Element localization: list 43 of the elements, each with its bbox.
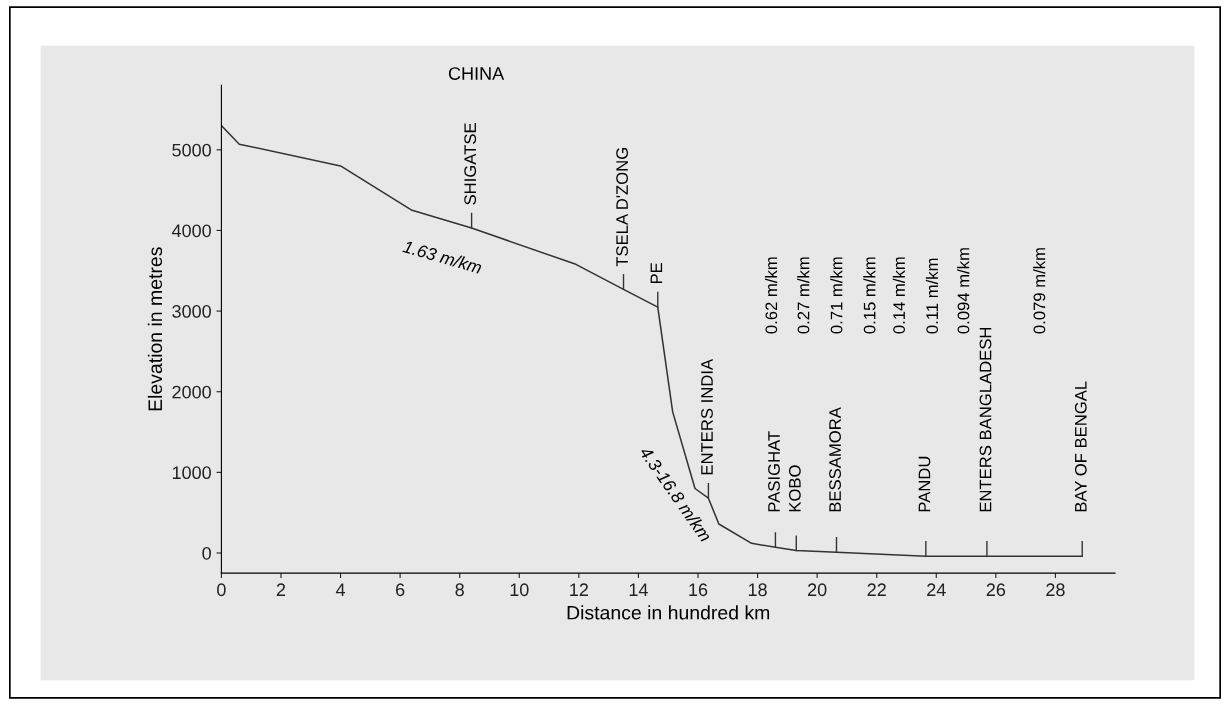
y-tick-label: 0 [202, 546, 211, 560]
x-tick-label: 4 [335, 583, 346, 596]
x-tick-label: 24 [927, 583, 946, 596]
x-tick-label: 16 [689, 583, 708, 597]
annotation: 0.14 m/km [892, 257, 906, 334]
annotation: ENTERS INDIA [701, 358, 713, 475]
x-axis-title: Distance in hundred km [567, 605, 770, 620]
x-tick-label: 26 [986, 583, 1006, 597]
x-tick-label: 14 [629, 583, 648, 596]
annotation: 1.63 m/km [402, 239, 483, 274]
annotation: 0.62 m/km [764, 257, 778, 334]
annotation: BAY OF BENGAL [1074, 381, 1087, 512]
x-tick-label: 2 [276, 583, 286, 596]
y-tick-label: 2000 [172, 385, 211, 399]
annotation: TSELA D'ZONG [616, 148, 628, 267]
x-tick-label: 0 [217, 583, 226, 597]
chart-title: CHINA [448, 67, 505, 80]
x-tick-label: 12 [570, 583, 588, 596]
x-tick-label: 10 [510, 583, 529, 597]
x-tick-label: 6 [396, 583, 405, 597]
annotation: ENTERS BANGLADESH [979, 327, 992, 512]
annotation: PANDU [918, 456, 931, 512]
y-tick-label: 1000 [172, 466, 211, 480]
y-tick-label: 3000 [172, 305, 211, 318]
annotation: 0.11 m/km [925, 258, 939, 334]
annotation: 0.079 m/km [1033, 248, 1046, 334]
annotation: KOBO [788, 465, 801, 512]
y-tick-label: 4000 [171, 224, 211, 238]
annotation: SHIGATSE [464, 123, 477, 205]
annotation: 0.71 m/km [830, 257, 843, 334]
annotation: PASIGHAT [768, 431, 780, 512]
x-tick-label: 22 [867, 583, 886, 596]
x-tick-label: 8 [455, 583, 464, 597]
annotation: BESSAMORA [829, 407, 841, 512]
x-tick-label: 18 [748, 583, 767, 597]
annotation: PE [650, 262, 663, 284]
annotation: 0.15 m/km [863, 257, 876, 334]
annotation: 0.094 m/km [957, 248, 970, 334]
annotation: 0.27 m/km [797, 257, 810, 334]
x-tick-label: 28 [1046, 583, 1065, 597]
x-tick-label: 20 [808, 583, 827, 597]
y-axis-title: Elevation in metres [147, 247, 163, 411]
y-tick-label: 5000 [172, 143, 211, 157]
